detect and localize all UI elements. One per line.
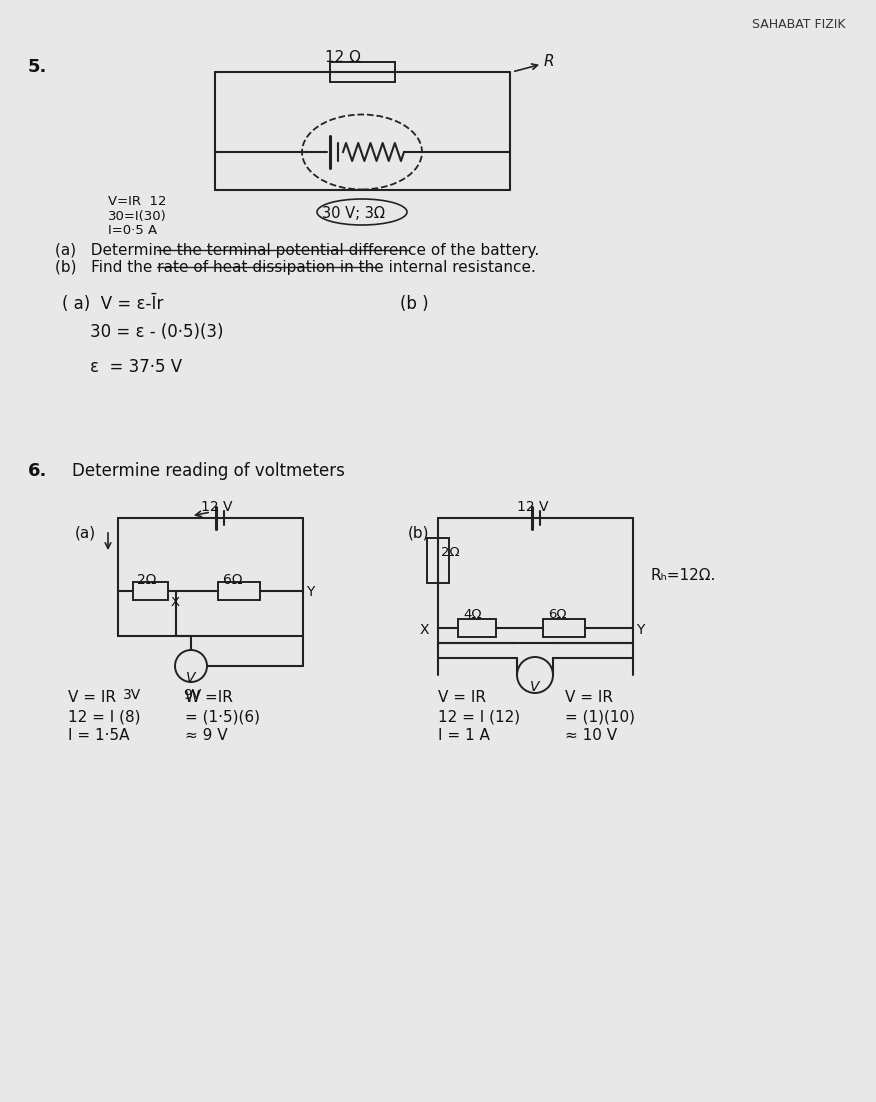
Bar — [218, 582, 260, 599]
Bar — [427, 538, 449, 583]
Text: SAHABAT FIZIK: SAHABAT FIZIK — [752, 18, 845, 31]
Text: ≈ 9 V: ≈ 9 V — [185, 728, 228, 743]
Text: X: X — [171, 596, 180, 609]
Text: 12 = I (8): 12 = I (8) — [68, 709, 140, 724]
Text: V: V — [186, 671, 195, 685]
Text: V: V — [530, 680, 540, 694]
Text: V=IR  12: V=IR 12 — [108, 195, 166, 208]
Text: 5.: 5. — [28, 58, 47, 76]
Bar — [133, 582, 168, 599]
Text: Determine reading of voltmeters: Determine reading of voltmeters — [72, 462, 345, 480]
Text: ≈ 10 V: ≈ 10 V — [565, 728, 617, 743]
Text: ε  = 37·5 V: ε = 37·5 V — [90, 358, 182, 376]
Text: 6.: 6. — [28, 462, 47, 480]
Text: 6Ω: 6Ω — [548, 608, 567, 622]
Text: Rₕ=12Ω.: Rₕ=12Ω. — [650, 568, 716, 583]
Text: (a): (a) — [75, 526, 96, 541]
Bar — [330, 62, 395, 82]
Text: 12 V: 12 V — [201, 500, 232, 514]
Text: V = IR: V = IR — [68, 690, 116, 705]
Text: (a)   Determine the terminal potential difference of the battery.: (a) Determine the terminal potential dif… — [55, 244, 540, 258]
Bar — [458, 619, 496, 637]
Text: R: R — [544, 54, 555, 69]
Text: X: X — [420, 623, 429, 637]
Text: 3V: 3V — [123, 688, 141, 702]
Circle shape — [517, 657, 553, 693]
Text: 4Ω: 4Ω — [463, 608, 482, 622]
Text: I=0·5 A: I=0·5 A — [108, 224, 157, 237]
Text: 30 = ε - (0·5)(3): 30 = ε - (0·5)(3) — [90, 323, 223, 341]
Text: (b): (b) — [408, 526, 429, 541]
Text: (b ): (b ) — [400, 295, 428, 313]
Text: 30=I(30): 30=I(30) — [108, 210, 166, 223]
Text: V = IR: V = IR — [438, 690, 486, 705]
Text: 12 Ω: 12 Ω — [325, 50, 361, 65]
Text: 6Ω: 6Ω — [223, 573, 243, 587]
Text: I = 1·5A: I = 1·5A — [68, 728, 130, 743]
Text: V = IR: V = IR — [565, 690, 613, 705]
Text: 9V: 9V — [183, 688, 201, 702]
Bar — [543, 619, 585, 637]
Text: = (1·5)(6): = (1·5)(6) — [185, 709, 260, 724]
Text: Y: Y — [306, 585, 314, 599]
Text: 12 = I (12): 12 = I (12) — [438, 709, 520, 724]
Text: W =IR: W =IR — [185, 690, 233, 705]
Text: I = 1 A: I = 1 A — [438, 728, 490, 743]
Text: (b)   Find the rate of heat dissipation in the internal resistance.: (b) Find the rate of heat dissipation in… — [55, 260, 536, 276]
Text: Y: Y — [636, 623, 645, 637]
Text: 30 V; 3Ω: 30 V; 3Ω — [322, 206, 385, 222]
Text: ( a)  V = ε-Īr: ( a) V = ε-Īr — [62, 295, 164, 313]
Text: 12 V: 12 V — [517, 500, 548, 514]
Circle shape — [175, 650, 207, 682]
Text: = (1)(10): = (1)(10) — [565, 709, 635, 724]
Ellipse shape — [302, 115, 422, 190]
Text: 2Ω: 2Ω — [441, 545, 460, 559]
Ellipse shape — [317, 199, 407, 225]
Text: 2Ω: 2Ω — [137, 573, 157, 587]
